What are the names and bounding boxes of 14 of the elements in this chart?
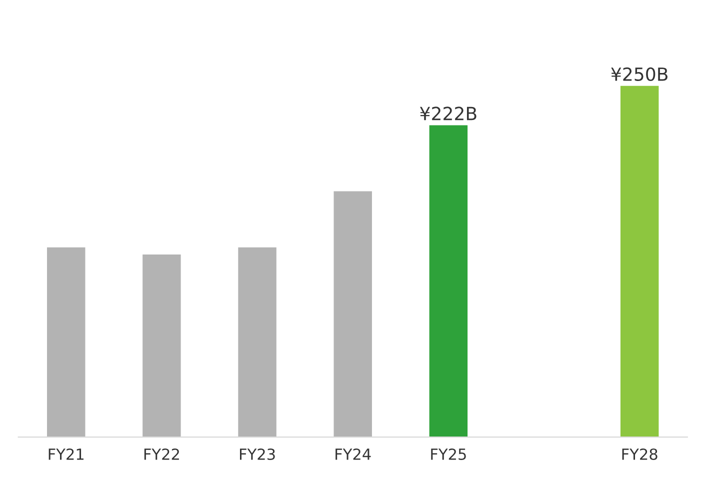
bar bbox=[334, 191, 372, 438]
x-tick-label: FY22 bbox=[144, 448, 179, 460]
x-tick-label: FY25 bbox=[431, 448, 466, 460]
bar bbox=[429, 125, 468, 438]
data-label: ¥250B bbox=[611, 67, 668, 81]
bar bbox=[620, 86, 659, 438]
data-label: ¥222B bbox=[420, 106, 476, 120]
x-tick-label: FY23 bbox=[240, 448, 275, 460]
bar bbox=[47, 247, 86, 438]
x-tick-label: FY21 bbox=[48, 448, 84, 460]
bar bbox=[238, 247, 276, 438]
x-tick-label: FY24 bbox=[336, 448, 371, 460]
bar bbox=[142, 254, 181, 438]
x-tick-label: FY28 bbox=[622, 448, 658, 460]
